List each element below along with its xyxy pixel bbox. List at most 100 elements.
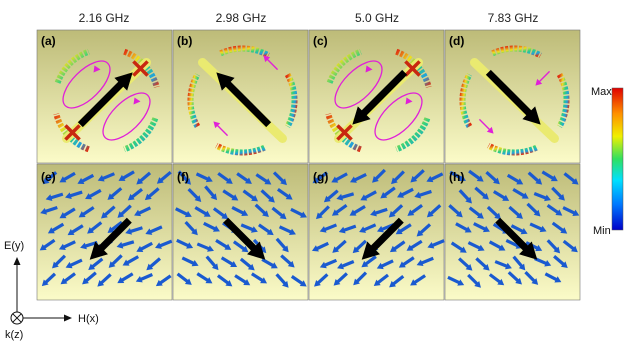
- field-vector-layer: [39, 168, 580, 288]
- field-arrowhead: [212, 225, 220, 232]
- field-arrow: [77, 173, 95, 185]
- field-arrow: [255, 173, 272, 185]
- field-arrow-shaft: [398, 223, 412, 234]
- field-arrowhead: [319, 261, 327, 269]
- field-arrow: [242, 189, 259, 202]
- field-arrow: [533, 191, 551, 202]
- field-arrowhead: [555, 209, 563, 216]
- field-arrow: [59, 171, 76, 183]
- field-arrowhead: [520, 227, 528, 235]
- field-arrowhead: [521, 192, 529, 199]
- field-arrow-shaft: [255, 173, 269, 184]
- field-arrowhead: [332, 246, 340, 253]
- current-hotspot: [404, 60, 414, 70]
- field-arrow: [352, 239, 367, 254]
- polarization-arrow-shaft: [94, 217, 132, 256]
- field-arrowhead: [349, 209, 357, 216]
- field-arrow: [510, 224, 528, 235]
- field-arrow-shaft: [275, 273, 288, 286]
- field-arrow: [458, 257, 473, 271]
- field-arrowhead: [244, 177, 252, 184]
- field-arrow: [527, 171, 543, 185]
- field-arrow-shaft: [138, 171, 152, 184]
- field-arrow-shaft: [418, 223, 432, 235]
- field-arrowhead: [117, 211, 125, 218]
- axis-x-label: H(x): [78, 313, 99, 325]
- field-arrow-shaft: [494, 260, 509, 269]
- panel-label-h: (h): [449, 170, 464, 184]
- field-arrow-shaft: [455, 222, 469, 232]
- field-arrow-shaft: [362, 223, 377, 232]
- field-arrow: [359, 223, 377, 233]
- field-arrow: [546, 239, 561, 254]
- field-arrow: [136, 241, 153, 252]
- split-ring-arc: [556, 73, 570, 128]
- field-arrow: [45, 192, 64, 201]
- field-arrow-shaft: [272, 171, 286, 184]
- current-hotspot: [343, 124, 353, 134]
- field-arrow-shaft: [334, 239, 347, 252]
- field-arrowhead: [535, 244, 543, 252]
- field-arrowhead: [407, 209, 415, 216]
- field-arrow-shaft: [257, 223, 272, 235]
- field-arrowhead: [338, 226, 346, 234]
- field-arrowhead: [60, 277, 68, 285]
- field-arrowhead: [156, 177, 164, 184]
- field-arrow: [337, 260, 355, 270]
- field-arrowhead: [184, 210, 192, 218]
- field-arrowhead: [331, 209, 339, 216]
- field-arrowhead: [85, 193, 93, 200]
- field-arrow: [194, 206, 211, 217]
- field-arrow: [473, 222, 490, 233]
- field-arrow-shaft: [467, 273, 480, 287]
- field-arrow: [380, 186, 396, 199]
- field-arrow: [406, 239, 423, 251]
- field-arrow-shaft: [419, 256, 434, 266]
- field-arrowhead: [477, 212, 484, 219]
- field-arrow-shaft: [352, 172, 367, 182]
- field-arrow: [427, 239, 445, 249]
- field-arrowhead: [397, 191, 404, 198]
- field-arrow-shaft: [363, 255, 377, 267]
- field-arrowhead: [45, 194, 53, 201]
- field-arrow: [176, 272, 192, 285]
- field-arrow-shaft: [196, 242, 211, 251]
- field-arrowhead: [300, 211, 308, 218]
- field-arrow-shaft: [205, 255, 218, 269]
- current-loop: [102, 92, 151, 141]
- field-arrowhead: [287, 260, 295, 268]
- field-arrowhead: [398, 261, 406, 268]
- field-arrow-shaft: [62, 171, 76, 182]
- field-arrow: [52, 254, 67, 269]
- polarization-arrowhead: [519, 241, 538, 260]
- field-arrow-shaft: [412, 169, 425, 181]
- field-arrowhead: [518, 263, 526, 271]
- field-arrow: [280, 254, 295, 268]
- field-arrowhead: [494, 212, 502, 220]
- field-arrow-shaft: [373, 207, 388, 216]
- current-hotspot: [336, 124, 346, 134]
- freq-label-3: 5.0 GHz: [355, 11, 399, 25]
- field-arrowhead: [465, 264, 473, 271]
- field-arrow-shaft: [409, 239, 423, 251]
- field-arrowhead: [88, 263, 96, 271]
- field-arrow-shaft: [486, 205, 500, 218]
- field-arrowhead: [145, 228, 153, 235]
- field-arrow-shaft: [512, 188, 527, 198]
- field-arrow-shaft: [109, 187, 123, 199]
- field-arrowhead: [118, 174, 126, 181]
- field-arrow: [332, 239, 347, 253]
- field-arrow-shaft: [448, 204, 461, 216]
- field-arrowhead: [116, 241, 124, 249]
- field-arrowhead: [231, 194, 239, 201]
- field-arrow-shaft: [449, 170, 464, 181]
- field-arrow-shaft: [392, 170, 405, 183]
- field-arrow-shaft: [541, 170, 556, 181]
- field-arrow-shaft: [290, 207, 305, 218]
- field-arrow: [512, 255, 526, 271]
- field-arrow-shaft: [280, 254, 293, 267]
- field-arrow: [315, 205, 330, 220]
- field-arrow-shaft: [537, 70, 551, 84]
- field-arrowhead: [410, 279, 418, 286]
- field-arrowhead: [459, 246, 467, 253]
